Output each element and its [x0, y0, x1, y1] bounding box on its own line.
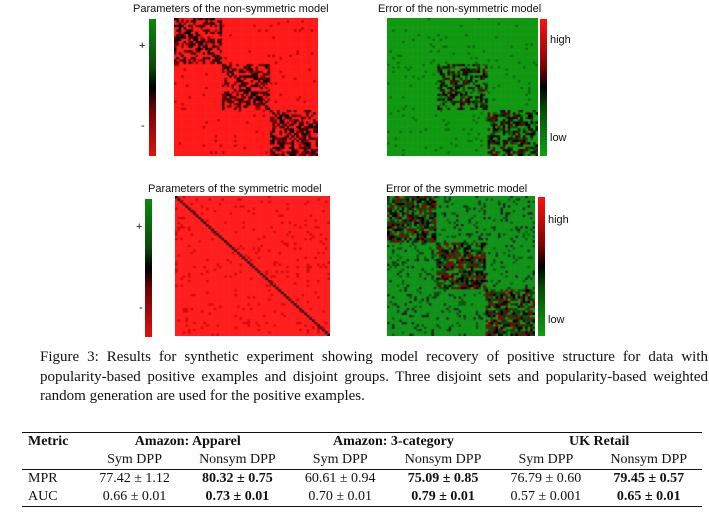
- colorbar-sym-error: [538, 197, 545, 336]
- colorbar-minus-label: -: [141, 120, 145, 132]
- colorbar-minus-label: -: [139, 302, 143, 314]
- group-header: Amazon: 3-category: [332, 434, 454, 449]
- colorbar-nonsym-error: [540, 19, 547, 156]
- subheader: Sym DPP: [312, 452, 368, 467]
- colorbar-plus-label: +: [139, 40, 146, 52]
- heatmap-nonsym-error: [387, 18, 538, 156]
- table-row: AUC 0.66 ± 0.01 0.73 ± 0.01 0.70 ± 0.01 …: [22, 488, 702, 507]
- value-cell: 0.73 ± 0.01: [205, 489, 270, 504]
- subheader: Sym DPP: [518, 452, 574, 467]
- metric-cell: AUC: [28, 489, 58, 504]
- colorbar-low-label: low: [548, 314, 565, 326]
- metric-header: Metric: [28, 434, 69, 449]
- value-cell: 76.79 ± 0.60: [510, 471, 582, 486]
- colorbar-low-label: low: [550, 132, 567, 144]
- heatmap-nonsym-params: [174, 18, 318, 156]
- colorbar-sym-params: [145, 199, 152, 337]
- figure-caption: Figure 3: Results for synthetic experime…: [40, 349, 708, 404]
- value-cell: 0.65 ± 0.01: [616, 489, 681, 504]
- results-table: Metric Amazon: Apparel Amazon: 3-categor…: [22, 432, 702, 507]
- value-cell: 80.32 ± 0.75: [202, 471, 273, 486]
- subheader: Nonsym DPP: [404, 452, 482, 467]
- value-cell: 75.09 ± 0.85: [407, 471, 479, 486]
- value-cell: 0.70 ± 0.01: [308, 489, 373, 504]
- metric-cell: MPR: [28, 471, 58, 486]
- subheader: Sym DPP: [107, 452, 162, 467]
- colorbar-plus-label: +: [136, 221, 143, 233]
- subheader: Nonsym DPP: [199, 452, 276, 467]
- colorbar-high-label: high: [548, 214, 569, 226]
- panel-title-sym-error: Error of the symmetric model: [386, 183, 528, 195]
- group-header: UK Retail: [569, 434, 630, 449]
- table-subheader-row: Sym DPP Nonsym DPP Sym DPP Nonsym DPP Sy…: [22, 451, 702, 470]
- panel-title-sym-params: Parameters of the symmetric model: [148, 183, 322, 195]
- colorbar-high-label: high: [550, 34, 571, 46]
- value-cell: 0.79 ± 0.01: [411, 489, 475, 504]
- group-header: Amazon: Apparel: [134, 434, 241, 449]
- value-cell: 0.57 ± 0.001: [510, 489, 582, 504]
- panel-title-nonsym-error: Error of the non-symmetric model: [378, 3, 542, 15]
- heatmap-sym-error: [387, 196, 535, 336]
- colorbar-nonsym-params: [149, 19, 156, 156]
- heatmap-sym-params: [175, 196, 330, 336]
- value-cell: 0.66 ± 0.01: [102, 489, 167, 504]
- table-header-row: Metric Amazon: Apparel Amazon: 3-categor…: [22, 432, 702, 452]
- value-cell: 60.61 ± 0.94: [304, 471, 376, 486]
- value-cell: 77.42 ± 1.12: [99, 471, 170, 486]
- panel-title-nonsym-params: Parameters of the non-symmetric model: [133, 3, 329, 15]
- table-row: MPR 77.42 ± 1.12 80.32 ± 0.75 60.61 ± 0.…: [22, 469, 702, 489]
- value-cell: 79.45 ± 0.57: [613, 471, 685, 486]
- subheader: Nonsym DPP: [610, 452, 688, 467]
